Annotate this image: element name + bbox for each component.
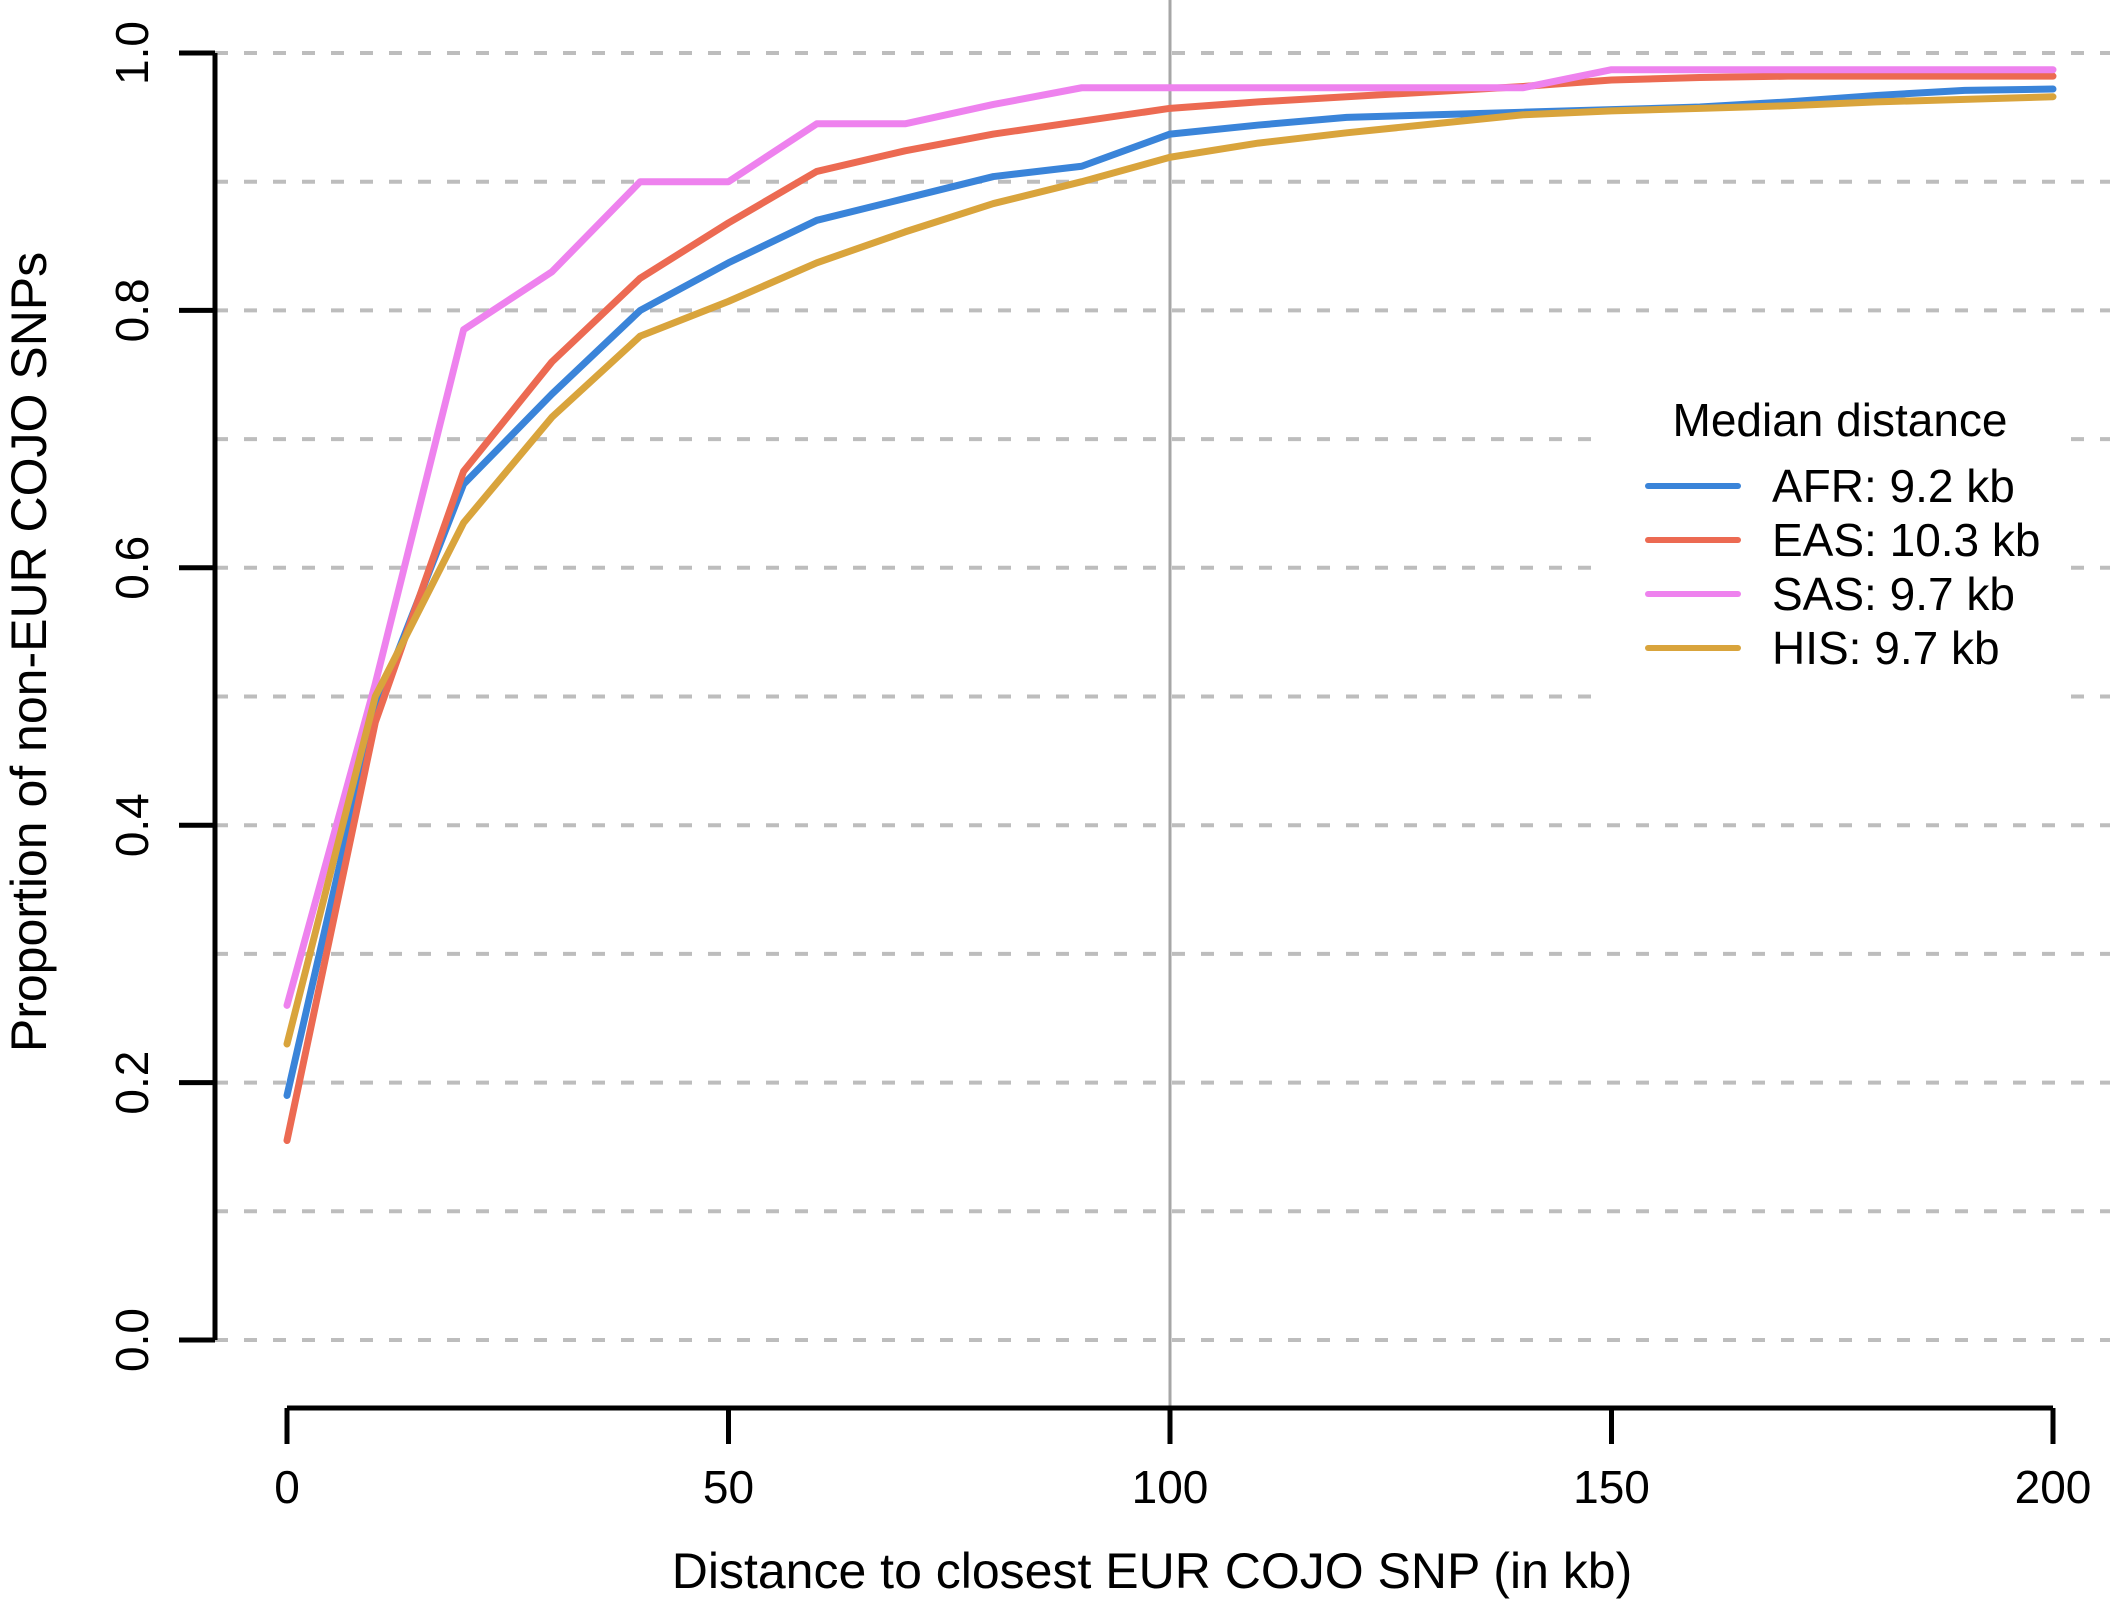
legend-item-eas: EAS: 10.3 kb [1645, 514, 2041, 566]
y-axis: 0.0 0.2 0.4 0.6 0.8 1.0 [106, 21, 218, 1372]
x-tick-label: 150 [1573, 1461, 1650, 1513]
legend-title: Median distance [1673, 394, 2008, 446]
legend-box [1606, 388, 2064, 706]
legend-item-his: HIS: 9.7 kb [1645, 622, 2000, 674]
series-line-his [283, 93, 2057, 1048]
legend-item-sas: SAS: 9.7 kb [1645, 568, 2015, 620]
y-tick-label: 0.8 [106, 278, 158, 342]
legend-label-afr: AFR: 9.2 kb [1772, 460, 2015, 512]
x-tick-label: 200 [2015, 1461, 2092, 1513]
series-line-eas [283, 72, 2057, 1145]
x-tick-label: 0 [274, 1461, 300, 1513]
x-tick-label: 50 [703, 1461, 754, 1513]
y-tick-label: 0.4 [106, 793, 158, 857]
x-tick-label: 100 [1132, 1461, 1209, 1513]
x-axis-title: Distance to closest EUR COJO SNP (in kb) [672, 1543, 1632, 1599]
legend-label-eas: EAS: 10.3 kb [1772, 514, 2041, 566]
y-tick-label: 0.0 [106, 1308, 158, 1372]
x-axis: 0 50 100 150 200 [274, 1405, 2092, 1513]
y-axis-title: Proportion of non-EUR COJO SNPs [1, 252, 57, 1052]
legend-label-sas: SAS: 9.7 kb [1772, 568, 2015, 620]
series-line-sas [283, 66, 2057, 1009]
y-tick-label: 0.6 [106, 536, 158, 600]
legend-item-afr: AFR: 9.2 kb [1645, 460, 2015, 512]
y-tick-label: 0.2 [106, 1051, 158, 1115]
legend-label-his: HIS: 9.7 kb [1772, 622, 2000, 674]
y-tick-label: 1.0 [106, 21, 158, 85]
